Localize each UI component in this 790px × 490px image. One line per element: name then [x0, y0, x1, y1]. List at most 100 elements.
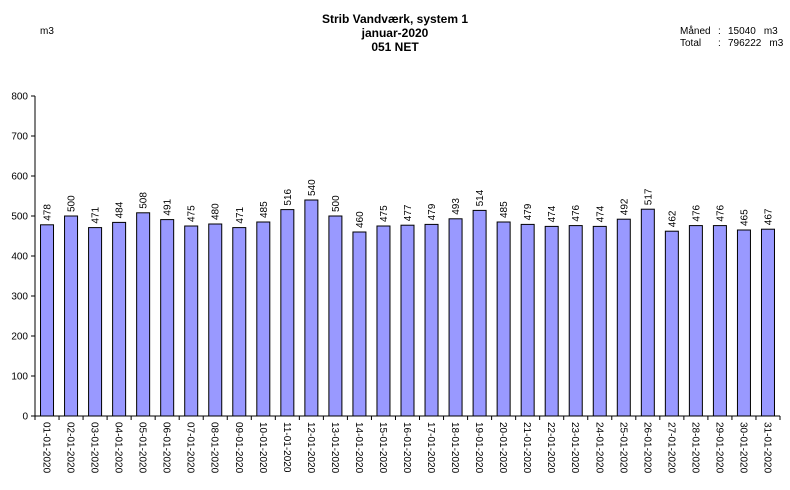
month-separator: : — [718, 26, 721, 37]
bar-value-label: 474 — [595, 205, 606, 222]
total-label: Total — [680, 38, 702, 49]
bar-value-label: 516 — [283, 188, 294, 205]
bar-value-label: 474 — [547, 205, 558, 222]
month-label: Måned — [680, 26, 711, 37]
bar-value-label: 475 — [379, 205, 390, 222]
total-unit: m3 — [769, 38, 784, 49]
x-tick-label: 25-01-2020 — [617, 422, 628, 474]
chart-period: januar-2020 — [361, 26, 429, 40]
bar-value-label: 493 — [451, 198, 462, 215]
y-tick-label: 700 — [11, 132, 28, 143]
bar — [400, 224, 415, 417]
bar — [424, 223, 439, 417]
bar — [448, 218, 463, 417]
y-tick-label: 300 — [11, 292, 28, 303]
bar — [40, 224, 55, 417]
x-tick-label: 09-01-2020 — [233, 422, 244, 474]
bar — [592, 225, 607, 417]
bar — [256, 221, 271, 417]
x-tick-label: 08-01-2020 — [209, 422, 220, 474]
bar-value-label: 476 — [571, 204, 582, 221]
bar-value-label: 477 — [403, 204, 414, 221]
bar-value-label: 476 — [691, 204, 702, 221]
bar — [544, 225, 559, 417]
bar-value-label: 475 — [187, 205, 198, 222]
x-tick-label: 17-01-2020 — [425, 422, 436, 474]
chart-subtitle: 051 NET — [371, 40, 419, 54]
x-tick-label: 02-01-2020 — [65, 422, 76, 474]
bar-value-label: 540 — [307, 179, 318, 196]
bar-value-label: 460 — [355, 211, 366, 228]
x-tick-label: 28-01-2020 — [689, 422, 700, 474]
month-value: 15040 — [728, 26, 756, 37]
bar-value-label: 479 — [523, 203, 534, 220]
y-tick-label: 600 — [11, 172, 28, 183]
bar — [328, 215, 343, 417]
x-tick-label: 12-01-2020 — [305, 422, 316, 474]
bar — [112, 221, 127, 417]
x-tick-label: 16-01-2020 — [401, 422, 412, 474]
bar-value-label: 500 — [331, 195, 342, 212]
bar — [352, 231, 367, 417]
x-tick-label: 30-01-2020 — [737, 422, 748, 474]
bar-value-label: 471 — [235, 206, 246, 223]
bar — [64, 215, 79, 417]
x-tick-label: 07-01-2020 — [185, 422, 196, 474]
bar — [232, 227, 247, 417]
bar-value-label: 484 — [115, 201, 126, 218]
bar-value-label: 480 — [211, 203, 222, 220]
bar — [664, 230, 679, 417]
bar-value-label: 465 — [739, 209, 750, 226]
bar — [376, 225, 391, 417]
summary-total-row: Total:796222 m3 — [680, 38, 783, 50]
x-tick-label: 18-01-2020 — [449, 422, 460, 474]
bar — [688, 225, 703, 417]
summary-box: Måned:15040 m3 Total:796222 m3 — [680, 26, 783, 50]
total-value: 796222 — [728, 38, 762, 49]
bar-value-label: 476 — [715, 204, 726, 221]
y-axis-unit: m3 — [40, 26, 54, 37]
bar — [640, 208, 655, 417]
bar-value-label: 491 — [163, 198, 174, 215]
bar — [472, 209, 487, 417]
x-tick-label: 26-01-2020 — [641, 422, 652, 474]
bar-value-label: 485 — [259, 201, 270, 218]
x-tick-label: 21-01-2020 — [521, 422, 532, 474]
x-tick-label: 31-01-2020 — [761, 422, 772, 474]
y-tick-label: 400 — [11, 252, 28, 263]
x-tick-label: 29-01-2020 — [713, 422, 724, 474]
chart-title-block: Strib Vandværk, system 1 januar-2020 051… — [0, 12, 790, 54]
bar — [496, 221, 511, 417]
bar-value-label: 514 — [475, 189, 486, 206]
x-tick-label: 05-01-2020 — [137, 422, 148, 474]
bar-value-label: 500 — [67, 195, 78, 212]
bar — [736, 229, 751, 417]
bar — [280, 209, 295, 417]
x-tick-label: 19-01-2020 — [473, 422, 484, 474]
bar-value-label: 462 — [667, 210, 678, 227]
x-tick-label: 06-01-2020 — [161, 422, 172, 474]
summary-month-row: Måned:15040 m3 — [680, 26, 783, 38]
bar — [208, 223, 223, 417]
bar — [520, 223, 535, 417]
bar — [304, 199, 319, 417]
bar — [160, 219, 175, 417]
x-tick-label: 20-01-2020 — [497, 422, 508, 474]
bar — [88, 227, 103, 417]
bar — [616, 218, 631, 417]
x-tick-label: 03-01-2020 — [89, 422, 100, 474]
bar — [760, 228, 775, 417]
x-tick-label: 22-01-2020 — [545, 422, 556, 474]
bar-value-label: 467 — [763, 208, 774, 225]
bar — [568, 225, 583, 417]
x-tick-label: 15-01-2020 — [377, 422, 388, 474]
bar-value-label: 492 — [619, 198, 630, 215]
bar-value-label: 508 — [139, 192, 150, 209]
bar — [136, 212, 151, 417]
x-tick-label: 27-01-2020 — [665, 422, 676, 474]
x-tick-label: 01-01-2020 — [41, 422, 52, 474]
bar-value-label: 471 — [91, 206, 102, 223]
x-tick-label: 04-01-2020 — [113, 422, 124, 474]
bar-value-label: 479 — [427, 203, 438, 220]
